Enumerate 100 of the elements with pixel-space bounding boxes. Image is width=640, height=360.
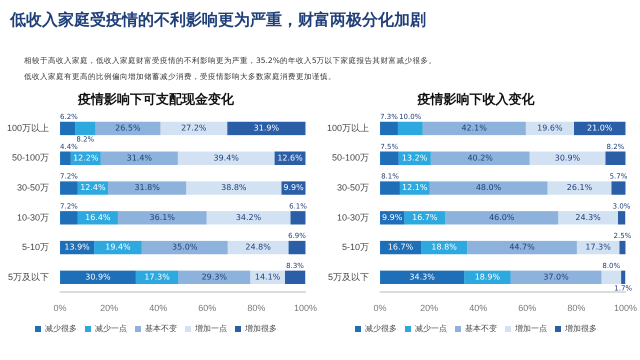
y-tick-label: 5万及以下 [328, 272, 370, 282]
bar [621, 270, 626, 284]
data-label: 31.9% [254, 124, 280, 133]
bar [467, 240, 577, 254]
data-label: 30.9% [554, 153, 581, 162]
legend-label: 减少一点 [415, 324, 447, 334]
bar [60, 152, 71, 165]
data-label: 9.9% [382, 212, 403, 222]
data-label: 12.1% [402, 183, 428, 192]
data-label: 17.3% [585, 242, 612, 252]
bar [430, 181, 548, 195]
data-label: 26.5% [115, 124, 141, 133]
data-label: 24.8% [245, 242, 272, 252]
data-label: 36.1% [150, 212, 176, 222]
x-tick-label: 60% [518, 303, 536, 314]
bar [380, 122, 398, 136]
data-label: 30.9% [85, 272, 112, 282]
data-label: 39.4% [213, 153, 240, 162]
y-tick-label: 5万及以下 [8, 272, 50, 282]
chart-title: 疫情影响下收入变化 [416, 91, 536, 106]
bar [530, 152, 606, 165]
data-label: 44.7% [509, 242, 536, 252]
bar [612, 181, 626, 195]
data-label: 46.0% [489, 212, 515, 222]
bar [60, 122, 76, 136]
data-label: 18.8% [431, 242, 458, 252]
data-label: 21.0% [587, 124, 613, 133]
legend-label: 增加一点 [514, 324, 547, 334]
data-label: 27.2% [181, 124, 207, 133]
bar [445, 211, 558, 224]
y-tick-label: 5-10万 [342, 242, 370, 252]
bar [60, 270, 136, 284]
x-tick-label: 60% [198, 303, 216, 314]
x-tick-label: 20% [420, 303, 438, 314]
y-tick-label: 30-50万 [336, 182, 370, 192]
data-label: 13.2% [402, 153, 428, 162]
x-tick-label: 100% [614, 303, 638, 314]
legend-label: 减少一点 [95, 324, 127, 334]
bar [422, 122, 526, 136]
legend-label: 基本不变 [145, 324, 177, 334]
data-label: 12.2% [73, 153, 99, 162]
chart-title: 疫情影响下可支配现金变化 [77, 91, 235, 106]
x-tick-label: 40% [149, 303, 168, 314]
data-label: 48.0% [476, 183, 502, 192]
y-tick-label: 10-30万 [16, 212, 50, 222]
y-tick-label: 10-30万 [336, 212, 370, 222]
bar [178, 270, 250, 284]
data-label: 19.6% [537, 124, 563, 133]
y-tick-label: 50-100万 [332, 152, 370, 163]
bar [510, 270, 602, 284]
bar [118, 211, 207, 224]
bar [601, 270, 622, 284]
y-tick-label: 30-50万 [16, 182, 50, 192]
bar [288, 240, 306, 254]
bar [100, 152, 178, 165]
data-label: 38.8% [221, 183, 247, 192]
x-tick-label: 80% [247, 303, 266, 314]
bar [605, 152, 626, 165]
data-label: 42.1% [461, 124, 488, 133]
x-tick-label: 0% [54, 303, 67, 314]
bar [618, 211, 626, 224]
data-label: 9.9% [283, 183, 304, 192]
x-tick-label: 80% [567, 303, 586, 314]
data-label: 37.0% [543, 272, 570, 282]
x-tick-label: 20% [100, 303, 118, 314]
data-label: 18.9% [474, 272, 501, 282]
bar [380, 152, 398, 165]
bar [398, 122, 422, 136]
bar [75, 122, 96, 136]
bar [558, 211, 618, 224]
data-label: 12.6% [277, 153, 304, 162]
data-label: 19.4% [105, 242, 132, 252]
bar [178, 152, 275, 165]
data-label: 26.1% [566, 183, 593, 192]
bar [108, 181, 186, 195]
bar [60, 181, 78, 195]
bar [142, 240, 228, 254]
x-tick-label: 100% [294, 303, 318, 314]
bar [380, 270, 464, 284]
bar [60, 211, 78, 224]
legend-label: 增加很多 [564, 324, 597, 334]
bar [380, 181, 400, 195]
data-label: 40.2% [467, 153, 494, 162]
data-label: 29.3% [202, 272, 228, 282]
data-label: 16.7% [388, 242, 414, 252]
data-label: 14.1% [254, 272, 281, 282]
legend-label: 减少很多 [45, 324, 77, 334]
legend-label: 增加一点 [194, 324, 227, 334]
bar [206, 211, 291, 224]
y-tick-label: 50-100万 [12, 152, 50, 163]
bar [136, 270, 178, 284]
data-label: 31.4% [126, 153, 152, 162]
legend-label: 减少很多 [365, 324, 397, 334]
text: 低收入家庭受疫情的不利影响更为严重，财富两极分化加剧 [10, 10, 426, 31]
data-label: 34.3% [409, 272, 436, 282]
x-tick-label: 40% [469, 303, 488, 314]
y-tick-label: 100万以上 [326, 122, 370, 133]
legend-label: 基本不变 [465, 324, 497, 334]
data-label: 13.9% [64, 242, 90, 252]
y-tick-label: 100万以上 [6, 122, 50, 133]
